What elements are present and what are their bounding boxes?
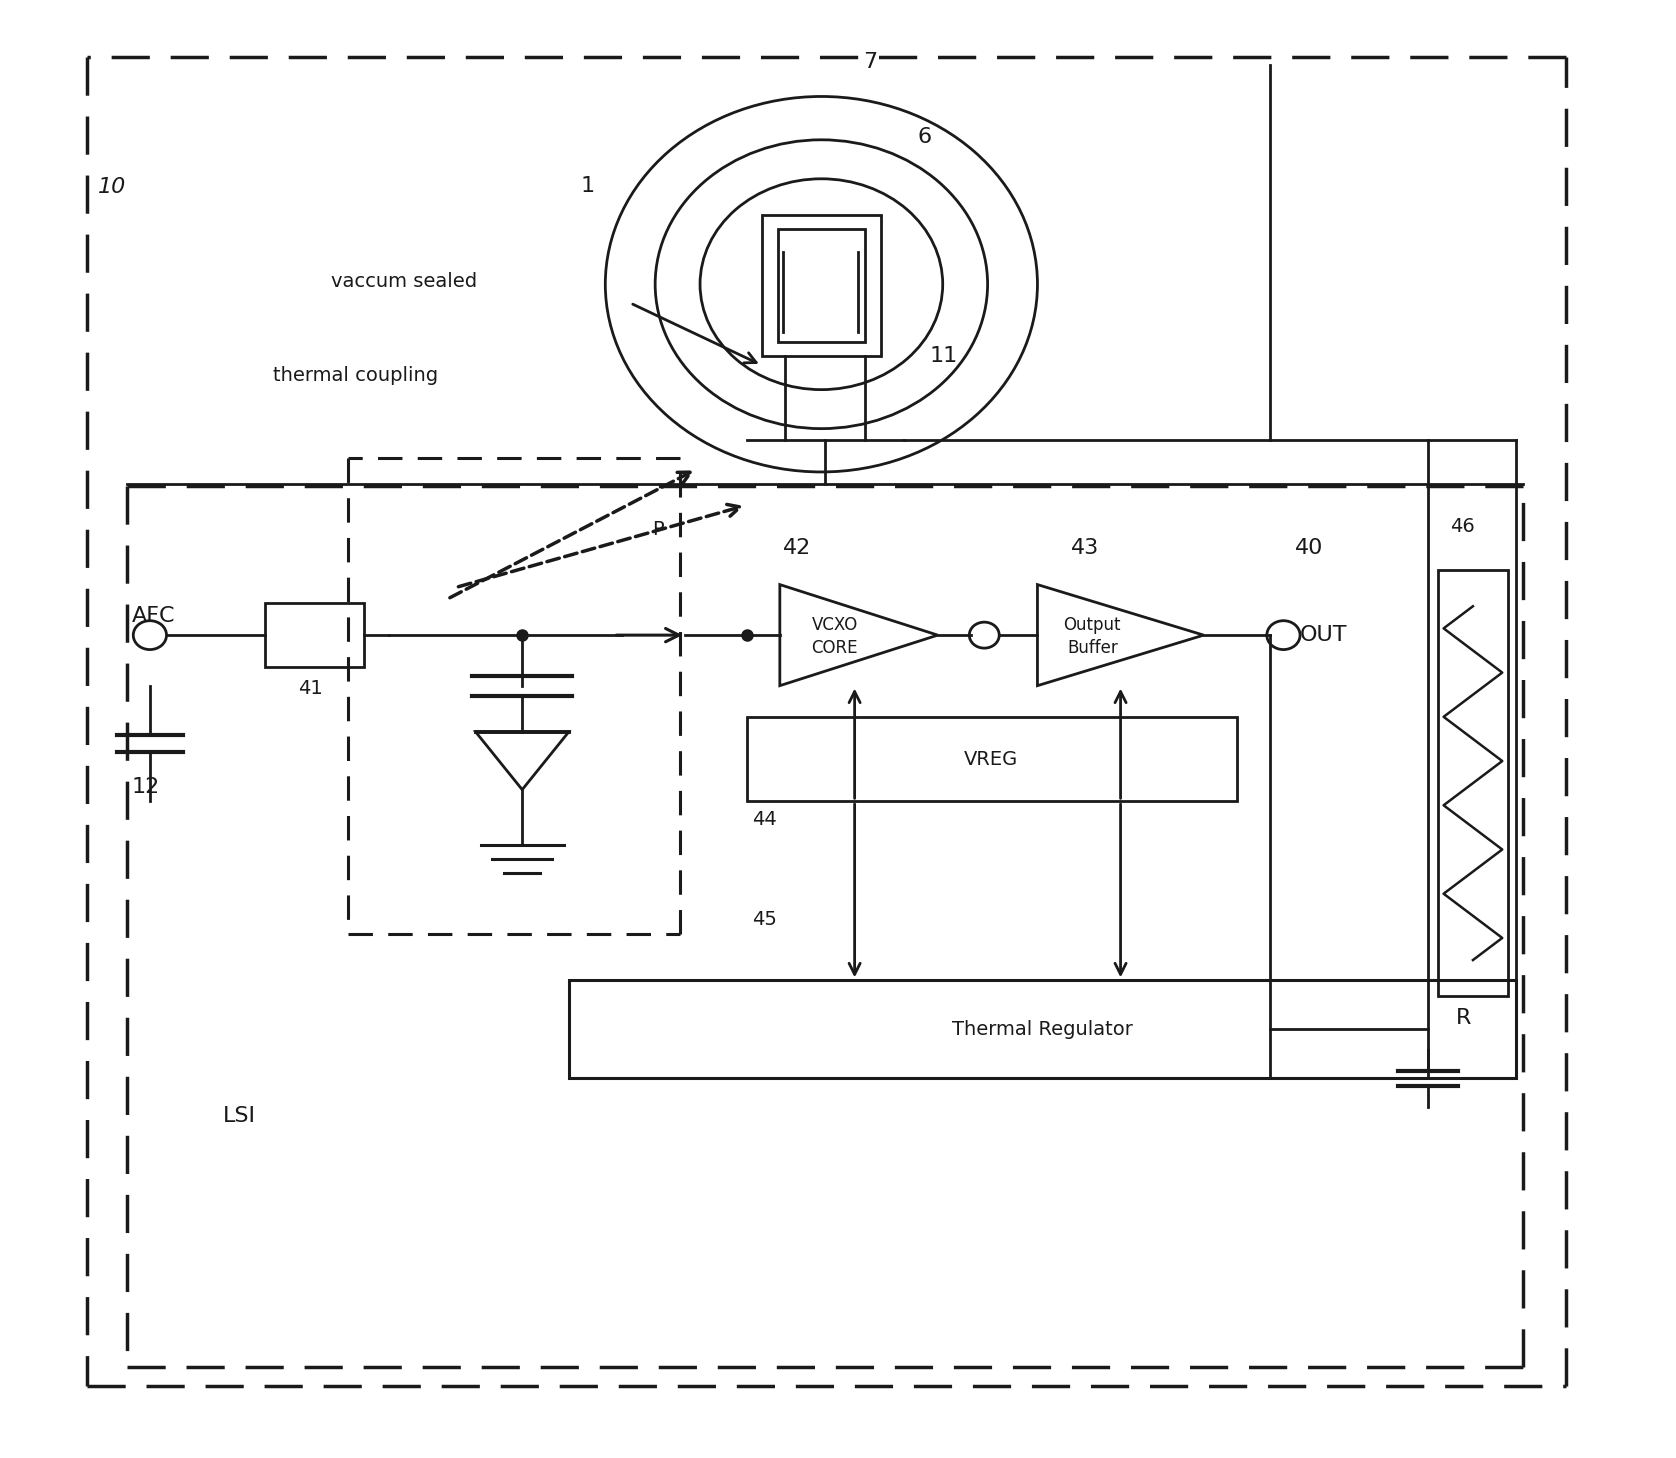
Text: 43: 43 <box>1071 538 1099 558</box>
Text: P: P <box>652 521 664 539</box>
Text: Thermal Regulator: Thermal Regulator <box>952 1021 1133 1040</box>
Text: VREG: VREG <box>964 749 1017 768</box>
Text: 44: 44 <box>751 811 776 830</box>
Text: 6: 6 <box>918 127 932 147</box>
Text: 45: 45 <box>751 910 776 929</box>
Bar <box>778 229 865 343</box>
Text: 10: 10 <box>99 178 127 197</box>
Text: R: R <box>1456 1007 1472 1028</box>
Text: 1: 1 <box>580 176 595 195</box>
Text: 41: 41 <box>298 679 322 698</box>
Bar <box>746 717 1237 802</box>
Text: 42: 42 <box>783 538 811 558</box>
Text: Output: Output <box>1064 617 1121 634</box>
Text: 11: 11 <box>930 347 957 366</box>
Text: VCXO: VCXO <box>811 617 858 634</box>
Text: Buffer: Buffer <box>1068 639 1118 658</box>
Text: vaccum sealed: vaccum sealed <box>332 271 478 290</box>
Text: 40: 40 <box>1296 538 1324 558</box>
Bar <box>265 604 364 666</box>
Text: LSI: LSI <box>223 1107 256 1126</box>
Text: CORE: CORE <box>811 639 858 658</box>
Text: AFC: AFC <box>132 607 174 627</box>
Text: OUT: OUT <box>1301 625 1348 644</box>
Text: 12: 12 <box>132 777 159 796</box>
Bar <box>761 214 882 356</box>
Bar <box>568 980 1517 1079</box>
Bar <box>1438 570 1508 996</box>
Text: 46: 46 <box>1450 518 1475 537</box>
Text: 7: 7 <box>863 52 877 71</box>
Text: thermal coupling: thermal coupling <box>273 366 437 385</box>
